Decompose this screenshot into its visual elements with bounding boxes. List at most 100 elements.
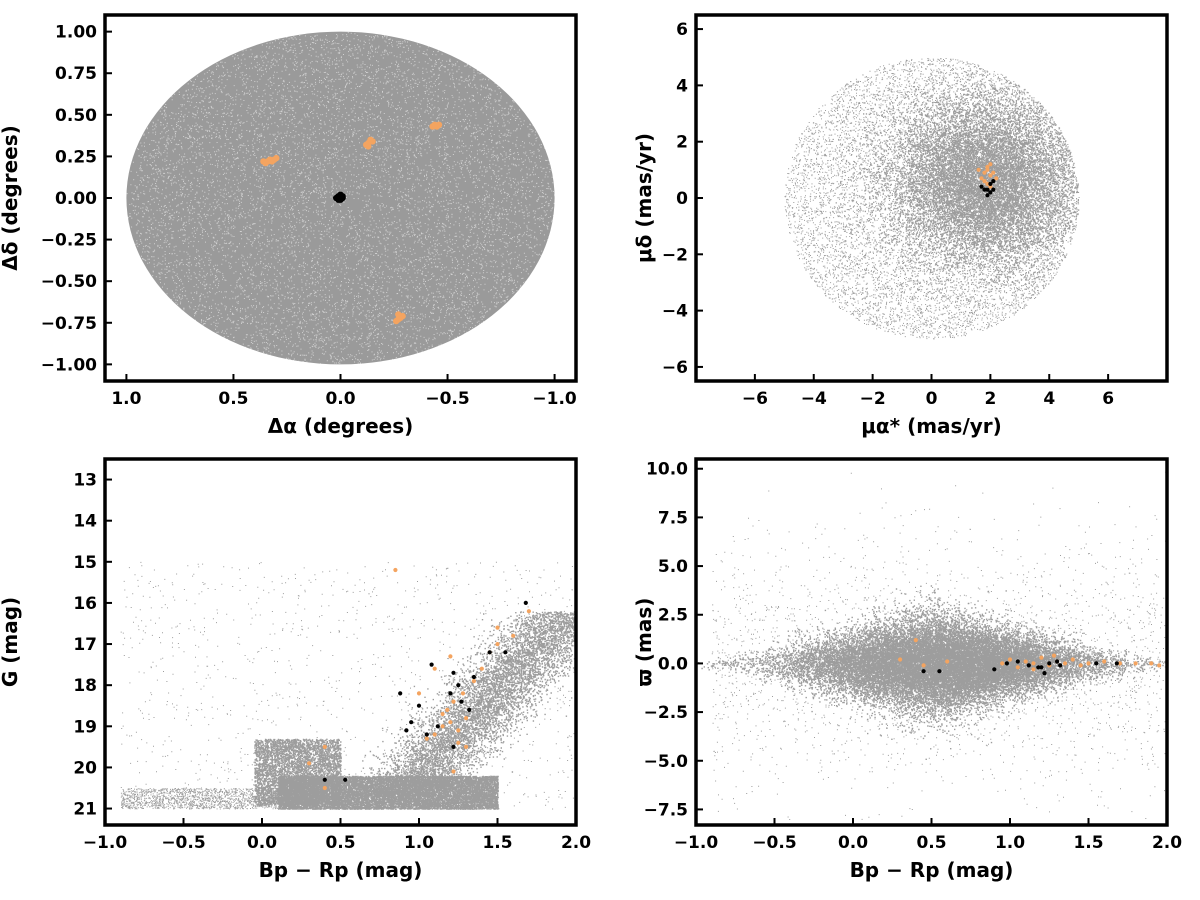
candidate-point [1031, 661, 1035, 665]
y-tick-label: 0.0 [658, 654, 688, 674]
y-tick-label: 2 [676, 133, 688, 153]
y-tick-label: −0.50 [41, 272, 97, 292]
y-tick-label: 2.5 [658, 606, 688, 626]
y-tick-label: −7.5 [644, 800, 688, 820]
y-tick-label: 0.50 [55, 106, 97, 126]
x-tick-label: −0.5 [425, 389, 469, 409]
candidate-point [260, 158, 266, 164]
cluster-member-point [417, 704, 421, 708]
cluster-member-point [1027, 663, 1031, 667]
candidate-point [436, 122, 442, 128]
candidate-point [480, 667, 484, 671]
x-tick-label: 1.0 [404, 833, 434, 853]
candidate-point [1149, 661, 1153, 665]
y-tick-label: 21 [73, 800, 97, 820]
y-axis-label: Δδ (degrees) [0, 125, 22, 271]
y-axis-label: ϖ (mas) [632, 598, 656, 687]
cluster-member-point [343, 778, 347, 782]
candidate-point [464, 716, 468, 720]
candidate-point [1031, 667, 1035, 671]
x-tick-label: 0 [926, 389, 938, 409]
y-tick-label: 0.00 [55, 189, 97, 209]
cluster-member-point [985, 193, 989, 197]
x-tick-label: 0.0 [838, 833, 868, 853]
cluster-member-point [1039, 665, 1043, 669]
y-tick-label: 0.75 [55, 64, 97, 84]
cluster-member-point [467, 708, 471, 712]
y-tick-label: 16 [73, 594, 97, 614]
cluster-member-point [488, 650, 492, 654]
candidate-point [1024, 659, 1028, 663]
y-tick-label: 10.0 [646, 460, 688, 480]
cluster-member-point [988, 182, 992, 186]
cluster-member-point [436, 724, 440, 728]
cluster-member-point [922, 669, 926, 673]
y-tick-label: −0.25 [41, 231, 97, 251]
candidate-point [1052, 654, 1056, 658]
candidate-point [433, 667, 437, 671]
candidate-point [922, 663, 926, 667]
x-tick-label: 0.0 [247, 833, 277, 853]
cluster-member-point [430, 663, 434, 667]
candidate-point [395, 311, 401, 317]
cluster-member-point [398, 691, 402, 695]
x-tick-label: 1.5 [1073, 833, 1103, 853]
candidate-point [472, 679, 476, 683]
candidate-point [1016, 665, 1020, 669]
candidate-point [898, 657, 902, 661]
x-tick-label: 2.0 [1152, 833, 1182, 853]
y-axis-label: G (mag) [0, 597, 22, 687]
y-tick-label: −4 [662, 302, 688, 322]
cluster-member-point [409, 720, 413, 724]
cluster-member-point [524, 601, 528, 605]
y-tick-label: −0.75 [41, 314, 97, 334]
candidate-point [988, 162, 992, 166]
candidate-point [511, 634, 515, 638]
x-tick-label: 1.5 [482, 833, 512, 853]
candidate-point [393, 568, 397, 572]
candidate-point [1008, 657, 1012, 661]
x-tick-label: 2 [984, 389, 996, 409]
candidate-point [425, 737, 429, 741]
candidate-point [369, 138, 375, 144]
cluster-member-point [503, 650, 507, 654]
cluster-member-point [323, 778, 327, 782]
y-tick-label: 6 [676, 20, 688, 40]
candidate-point [991, 171, 995, 175]
x-tick-label: −1.0 [674, 833, 719, 853]
candidate-point [945, 659, 949, 663]
candidate-point [323, 786, 327, 790]
y-tick-label: 1.00 [55, 23, 97, 43]
candidate-point [273, 155, 279, 161]
cluster-member-point [1047, 661, 1051, 665]
y-tick-label: 14 [73, 512, 97, 532]
x-axis-label: Δα (degrees) [268, 414, 414, 438]
cluster-member-point [1115, 661, 1119, 665]
cluster-member-point [1005, 661, 1009, 665]
x-tick-label: −1.0 [532, 389, 577, 409]
panel-4: −1.0 −0.5 0.0 0.5 1.0 1.5 2.010.07.55.02.50.0−… [632, 459, 1200, 882]
candidate-point [1157, 663, 1161, 667]
cluster-member-point [1058, 663, 1062, 667]
candidate-point [1039, 656, 1043, 660]
candidate-point [307, 761, 311, 765]
cluster-member-point [451, 745, 455, 749]
cluster-member-point [1042, 671, 1046, 675]
candidate-point [365, 143, 371, 149]
candidate-point [914, 638, 918, 642]
y-tick-label: 19 [73, 717, 97, 737]
field-stars [649, 472, 1200, 864]
cluster-member-point [404, 728, 408, 732]
candidate-point [464, 745, 468, 749]
y-tick-label: 0.25 [55, 147, 97, 167]
candidate-point [1079, 663, 1083, 667]
y-tick-label: 5.0 [658, 557, 688, 577]
candidate-point [495, 642, 499, 646]
candidate-point [448, 720, 452, 724]
candidate-point [417, 691, 421, 695]
candidate-point [1063, 661, 1067, 665]
y-tick-label: 4 [676, 76, 688, 96]
candidate-point [456, 741, 460, 745]
